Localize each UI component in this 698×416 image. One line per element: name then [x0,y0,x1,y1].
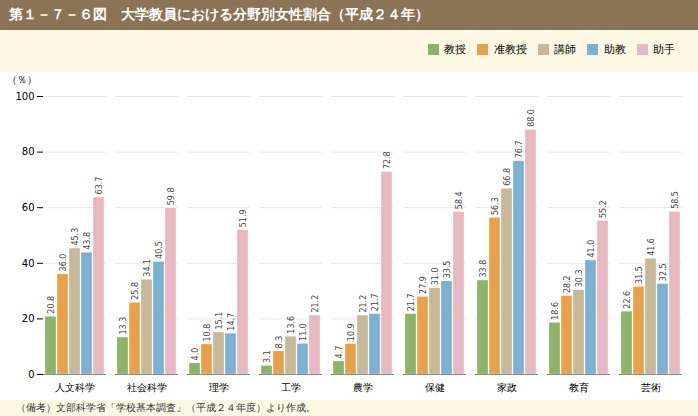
svg-text:13.3: 13.3 [119,316,128,334]
svg-text:22.6: 22.6 [623,290,632,308]
svg-text:25.8: 25.8 [131,281,140,299]
svg-text:理学: 理学 [209,381,229,392]
svg-text:11.0: 11.0 [299,323,308,341]
svg-text:43.8: 43.8 [83,231,92,249]
svg-text:4.0: 4.0 [191,347,200,360]
svg-text:58.4: 58.4 [455,191,464,209]
svg-text:（％）: （％） [7,73,37,84]
svg-text:41.6: 41.6 [647,238,656,256]
svg-text:34.1: 34.1 [143,258,152,276]
svg-text:18.6: 18.6 [551,301,560,319]
svg-text:20.8: 20.8 [47,295,56,313]
svg-text:33.8: 33.8 [479,259,488,277]
svg-text:21.2: 21.2 [359,294,368,312]
html-text:（備考）文部科学省「学校基本調査」（平成２４年度）より作成。: （備考）文部科学省「学校基本調査」（平成２４年度）より作成。 [16,401,316,413]
svg-text:55.2: 55.2 [599,200,608,218]
svg-text:88.0: 88.0 [527,109,536,127]
svg-text:10.8: 10.8 [203,323,212,341]
svg-text:33.5: 33.5 [443,260,452,278]
svg-text:63.7: 63.7 [95,176,104,194]
svg-text:4.7: 4.7 [335,345,344,358]
html-text:講師: 講師 [554,43,576,56]
svg-text:40.5: 40.5 [155,241,164,259]
svg-text:人文科学: 人文科学 [55,381,95,392]
svg-text:72.8: 72.8 [383,151,392,169]
svg-text:工学: 工学 [281,381,301,392]
svg-text:21.7: 21.7 [407,293,416,311]
svg-text:27.9: 27.9 [419,276,428,294]
svg-text:31.5: 31.5 [635,266,644,284]
svg-text:家政: 家政 [497,381,517,392]
svg-text:40: 40 [22,257,35,268]
svg-text:10.9: 10.9 [347,323,356,341]
svg-text:32.5: 32.5 [659,263,668,281]
svg-text:41.0: 41.0 [587,239,596,257]
svg-text:80: 80 [22,146,35,157]
svg-text:51.9: 51.9 [239,209,248,227]
svg-text:13.6: 13.6 [287,315,296,333]
html-text:教授: 教授 [444,43,466,56]
svg-text:21.7: 21.7 [371,293,380,311]
svg-text:教育: 教育 [569,381,589,392]
svg-text:芸術: 芸術 [641,381,661,392]
svg-text:100: 100 [15,90,34,101]
svg-text:3.1: 3.1 [263,350,272,363]
svg-text:45.3: 45.3 [71,227,80,245]
html-text:助手: 助手 [653,43,675,56]
svg-text:社会科学: 社会科学 [127,381,167,392]
svg-text:31.0: 31.0 [431,267,440,285]
html-text:准教授: 准教授 [493,43,527,56]
html-text:第１－７－６図 大学教員における分野別女性割合（平成２４年）: 第１－７－６図 大学教員における分野別女性割合（平成２４年） [9,6,429,22]
svg-text:76.7: 76.7 [515,140,524,158]
svg-text:8.3: 8.3 [275,335,284,348]
svg-text:58.5: 58.5 [671,191,680,209]
svg-text:30.3: 30.3 [575,269,584,287]
html-text:助教: 助教 [603,43,626,56]
svg-text:保健: 保健 [425,381,445,392]
svg-text:66.8: 66.8 [503,167,512,185]
svg-text:21.2: 21.2 [311,294,320,312]
svg-text:60: 60 [22,201,35,212]
svg-text:14.7: 14.7 [227,312,236,330]
svg-text:56.3: 56.3 [491,197,500,215]
svg-text:20: 20 [22,313,35,324]
svg-text:36.0: 36.0 [59,253,68,271]
svg-text:0: 0 [28,368,34,379]
svg-text:15.1: 15.1 [215,311,224,329]
svg-text:農学: 農学 [353,381,373,392]
svg-text:59.8: 59.8 [167,187,176,205]
svg-text:28.2: 28.2 [563,275,572,293]
